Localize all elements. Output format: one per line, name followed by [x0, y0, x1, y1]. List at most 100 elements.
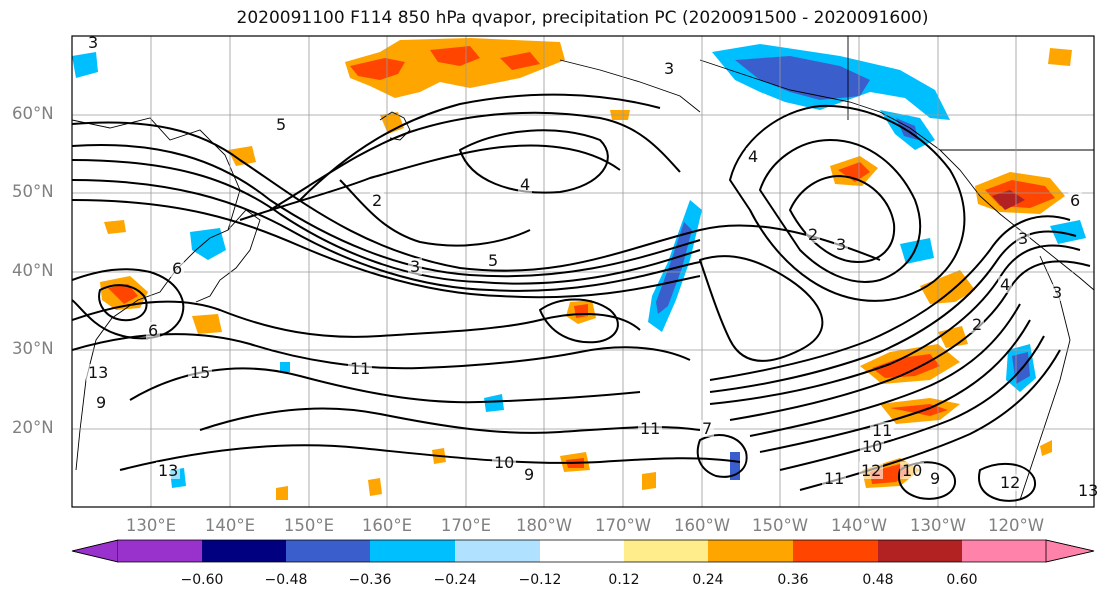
colorbar-segment — [370, 540, 455, 562]
contour-label: 2 — [972, 315, 982, 334]
contour-label: 15 — [190, 363, 210, 382]
contour-label: 4 — [1000, 275, 1010, 294]
colorbar-tick-label: −0.48 — [264, 572, 308, 588]
qvapor-contours — [72, 93, 1091, 502]
contour-label: 4 — [748, 147, 758, 166]
contour-label-background — [518, 176, 532, 193]
contour-label-background — [746, 148, 760, 165]
contour-label: 3 — [88, 33, 98, 52]
colorbar-tick-label: −0.12 — [518, 572, 562, 588]
colorbar-segment — [708, 540, 793, 562]
longitude-label: 170°E — [440, 516, 492, 535]
contour-label-background — [492, 454, 516, 471]
contour-label-background — [998, 276, 1012, 293]
colorbar-segment — [624, 540, 708, 562]
contour-label: 10 — [862, 437, 882, 456]
colorbar-segment — [878, 540, 962, 562]
contour-label: 9 — [96, 393, 106, 412]
colorbar-tick-label: 0.24 — [692, 572, 724, 588]
contour-label-background — [486, 252, 500, 269]
contour-label: 9 — [524, 465, 534, 484]
contour-label: 10 — [494, 453, 514, 472]
colorbar-segment — [286, 540, 370, 562]
contour-label: 11 — [872, 421, 892, 440]
contour-label-background — [998, 474, 1022, 491]
colorbar-extend-right — [1045, 539, 1095, 563]
colorbar-tick-label: 0.60 — [946, 572, 978, 588]
contour-label: 11 — [824, 469, 844, 488]
contour-label-background — [870, 422, 894, 439]
contour-label: 6 — [1070, 191, 1080, 210]
contour-label: 3 — [410, 257, 420, 276]
colorbar-tick-label: −0.36 — [348, 572, 392, 588]
latitude-label: 20°N — [12, 418, 54, 437]
contour-label: 6 — [172, 259, 182, 278]
colorbar-segment — [455, 540, 540, 562]
colorbar-tick-label: 0.48 — [862, 572, 894, 588]
contour-label-background — [94, 394, 108, 411]
map-frame — [71, 35, 1095, 508]
contour-label: 3 — [664, 59, 674, 78]
contour-label-background — [822, 470, 846, 487]
contour-label-background — [928, 470, 942, 487]
colorbar-segment — [202, 540, 286, 562]
colorbar-tick-label: −0.24 — [433, 572, 477, 588]
latitude-label: 30°N — [12, 339, 54, 358]
longitude-label: 160°W — [673, 516, 731, 535]
longitude-label: 150°E — [283, 516, 335, 535]
contour-label-background — [638, 420, 662, 437]
longitude-label: 130°W — [909, 516, 967, 535]
contour-label-background — [522, 466, 536, 483]
contour-label: 12 — [861, 461, 881, 480]
contour-label: 10 — [902, 461, 922, 480]
colorbar-tick-label: 0.36 — [777, 572, 809, 588]
contour-label-background — [1050, 284, 1064, 301]
contour-label-background — [274, 116, 288, 133]
contour-label-background — [188, 364, 212, 381]
latitude-label: 40°N — [12, 261, 54, 280]
contour-label: 12 — [1000, 473, 1020, 492]
contour-label-background — [700, 420, 714, 437]
contour-label: 9 — [930, 469, 940, 488]
longitude-label: 150°W — [751, 516, 809, 535]
contour-label-background — [860, 438, 884, 455]
contour-label-background — [859, 462, 883, 479]
latitude-label: 50°N — [12, 182, 54, 201]
longitude-label: 120°W — [987, 516, 1045, 535]
contour-label-background — [1016, 230, 1030, 247]
contour-label-background — [170, 260, 184, 277]
contour-label: 5 — [276, 115, 286, 134]
contour-label: 3 — [836, 235, 846, 254]
contour-label-background — [900, 462, 924, 479]
contour-label: 7 — [702, 419, 712, 438]
contour-label: 6 — [148, 321, 158, 340]
longitude-label: 140°W — [830, 516, 888, 535]
colorbar-outline — [71, 539, 1095, 563]
colorbar-extend-left — [71, 539, 119, 563]
contour-label-background — [1068, 192, 1082, 209]
contour-label-background — [408, 258, 422, 275]
contour-label-background — [86, 364, 110, 381]
colorbar — [71, 539, 1095, 563]
longitude-label: 180°W — [515, 516, 573, 535]
contour-label-background — [146, 322, 160, 339]
longitude-label: 160°E — [361, 516, 413, 535]
contour-label-background — [370, 192, 384, 209]
contour-label-background — [806, 226, 820, 243]
longitude-label: 140°E — [204, 516, 256, 535]
contour-label: 4 — [520, 175, 530, 194]
longitude-label: 170°W — [594, 516, 652, 535]
contour-label: 3 — [1052, 283, 1062, 302]
colorbar-tick-label: 0.12 — [608, 572, 640, 588]
contour-label: 11 — [640, 419, 660, 438]
contour-label-background — [156, 462, 180, 479]
contour-label-background — [662, 60, 676, 77]
colorbar-segment — [962, 540, 1046, 562]
contour-label-background — [348, 360, 372, 377]
colorbar-tick-label: −0.60 — [180, 572, 224, 588]
contour-label: 11 — [350, 359, 370, 378]
contour-label: 13 — [88, 363, 108, 382]
map-title: 2020091100 F114 850 hPa qvapor, precipit… — [236, 8, 929, 28]
